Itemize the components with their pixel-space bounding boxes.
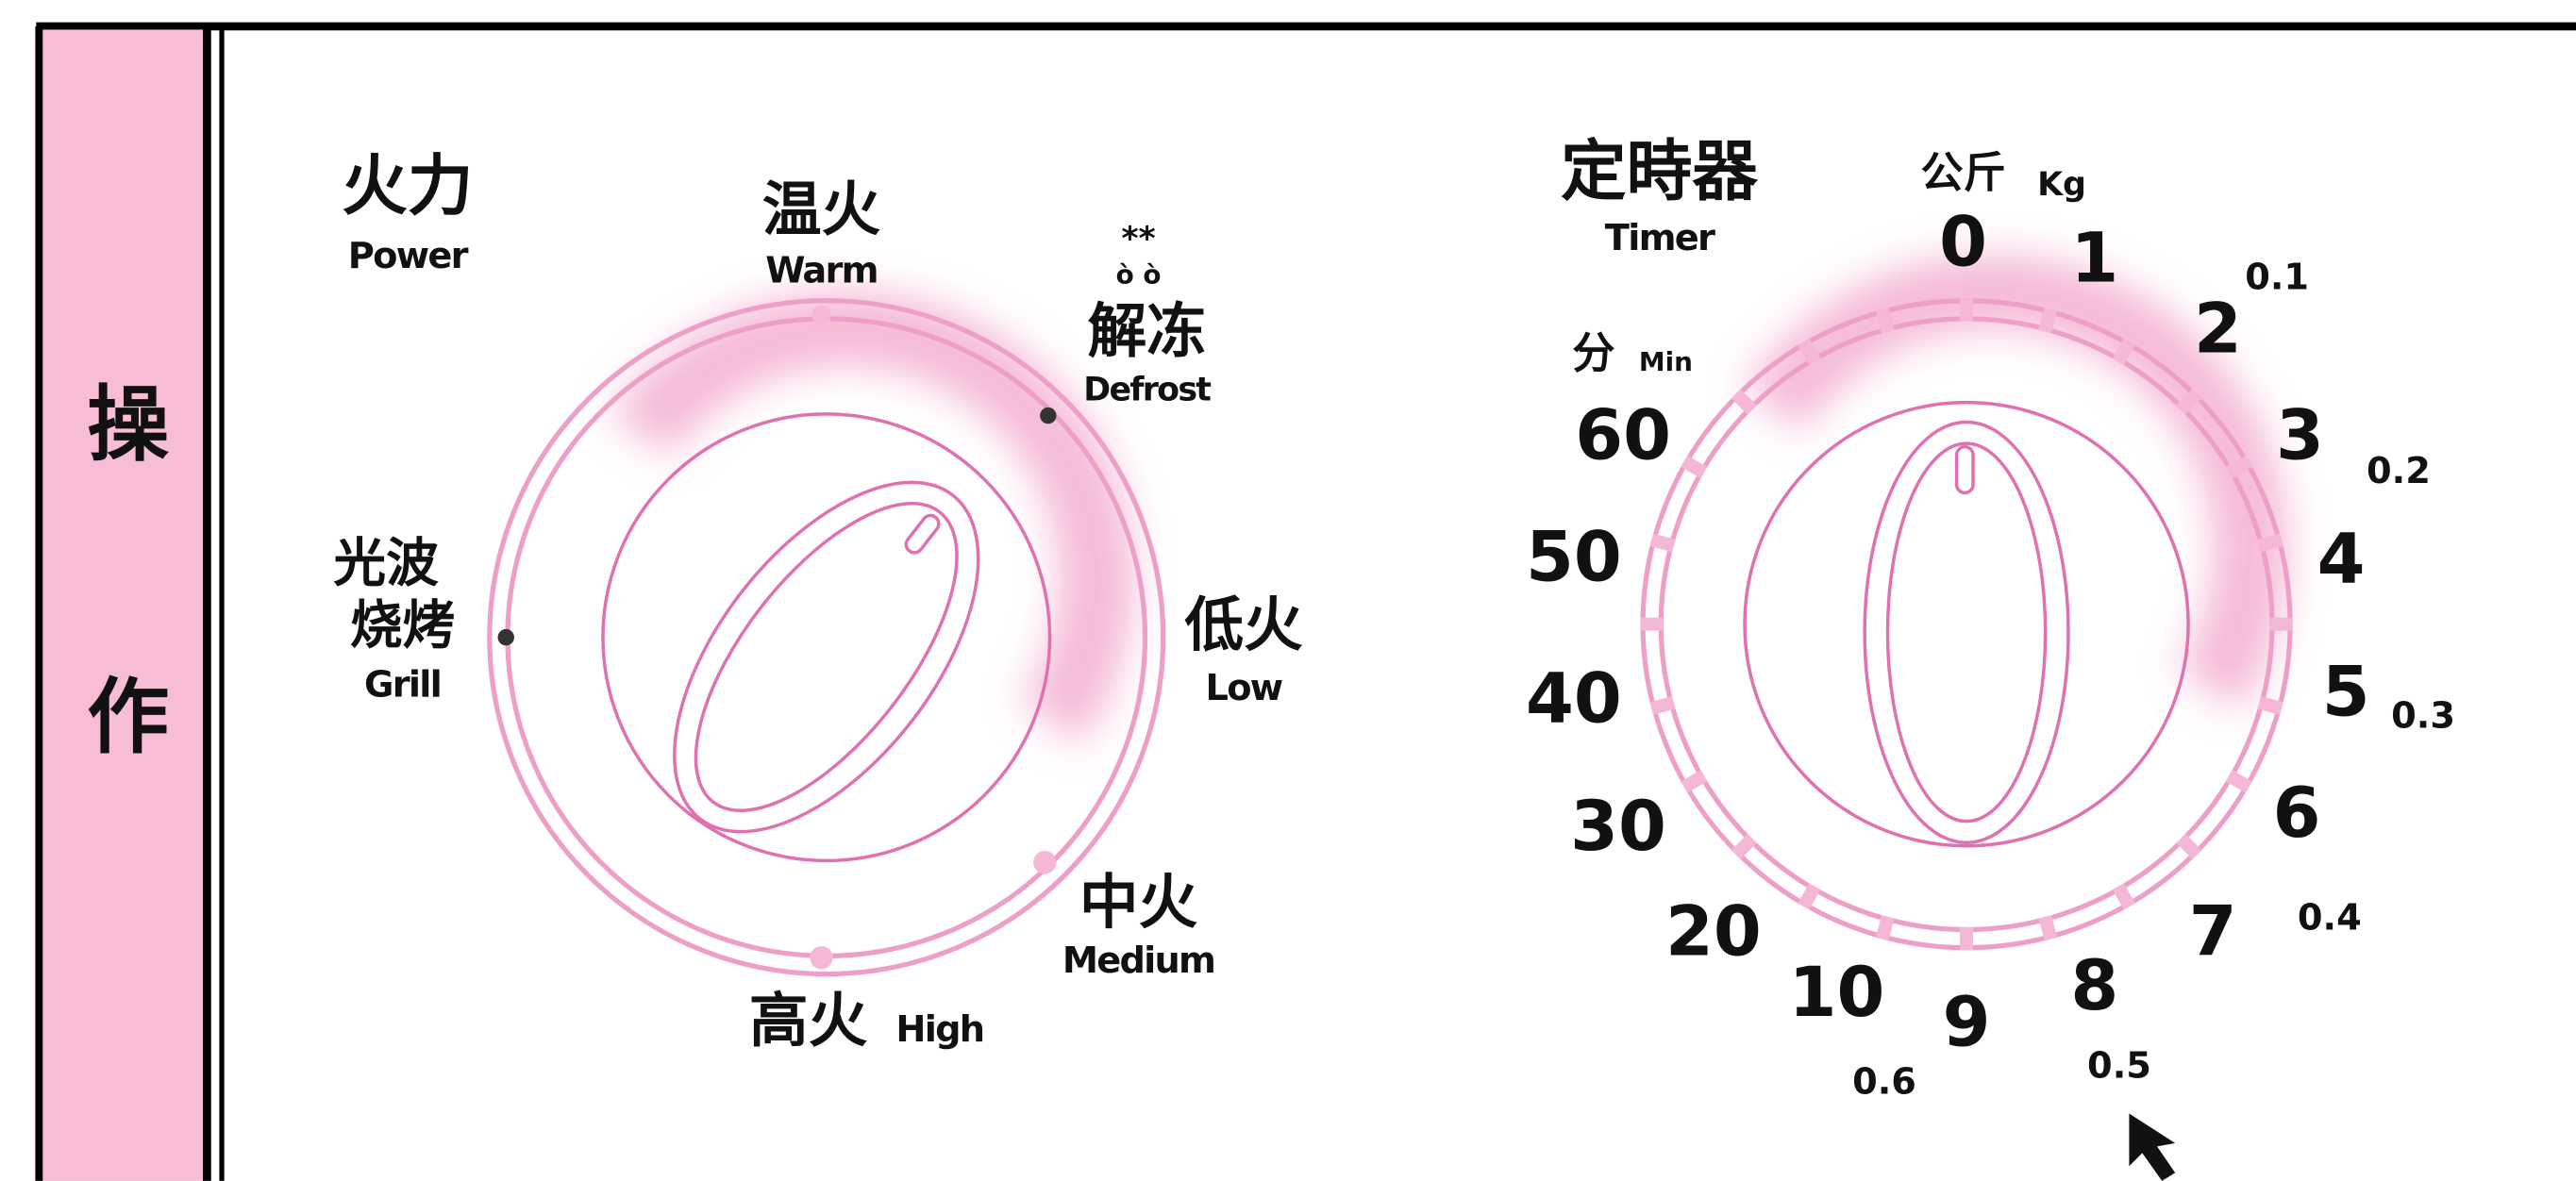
dial-tick <box>2257 696 2283 715</box>
dial-tick <box>1681 770 1708 793</box>
digit-label: 8 <box>2070 946 2118 1026</box>
setting-en: Warm <box>765 250 878 292</box>
minute-label: 30 <box>1570 787 1666 867</box>
dial-glow <box>1743 255 2288 710</box>
power-dial <box>487 291 1166 977</box>
minute-label: 60 <box>1575 396 1671 476</box>
knob <box>673 480 980 834</box>
dial-face <box>1743 400 2190 848</box>
digit-label: 1 <box>2070 219 2118 299</box>
defrost-drops: ò ò <box>1116 259 1162 291</box>
sidebar-label: 作 <box>87 669 169 765</box>
minute-label: 10 <box>1789 953 1885 1033</box>
dial-tick <box>2038 915 2058 941</box>
dial-tick <box>1960 298 1974 322</box>
dial-tick <box>1875 308 1895 334</box>
dial-tick <box>1960 926 1974 951</box>
digit-label: 3 <box>2276 396 2324 476</box>
knob <box>1885 441 2048 823</box>
dial-tick <box>2176 833 2202 859</box>
setting-en: Grill <box>364 663 441 706</box>
dial-marker <box>497 628 514 646</box>
setting-en: High <box>895 1008 983 1051</box>
digit-label: 7 <box>2189 892 2237 973</box>
dial-ring <box>487 298 1166 977</box>
defrost-icon: ** <box>1121 220 1155 258</box>
knob <box>694 502 959 812</box>
dial-tick <box>2225 455 2252 479</box>
dial-marker <box>1033 850 1057 874</box>
dial-tick <box>2269 617 2293 631</box>
timer-title: 定時器 <box>1561 133 1759 209</box>
setting-en: Low <box>1206 667 1283 709</box>
dial-tick <box>1649 696 1676 715</box>
digit-label: 4 <box>2317 519 2366 599</box>
min-unit: Min <box>1639 346 1693 377</box>
timer-subtitle: Timer <box>1605 217 1715 259</box>
power-subtitle: Power <box>348 235 469 277</box>
kg-label: 0.5 <box>2087 1044 2151 1087</box>
dial-tick <box>1731 389 1757 415</box>
digit-label: 5 <box>2322 652 2370 732</box>
dial-tick <box>1731 833 1757 859</box>
kg-label: 0.1 <box>2245 257 2309 299</box>
digit-label: 2 <box>2194 290 2242 370</box>
minute-label: 20 <box>1665 892 1762 973</box>
cursor-arrow <box>2129 1113 2176 1181</box>
sidebar-label: 操 <box>87 376 169 473</box>
dial-tick <box>1798 883 1821 910</box>
sidebar <box>42 29 204 1181</box>
setting-zh: 光波 <box>333 533 439 594</box>
kg-unit: 公斤 <box>1920 147 2005 197</box>
setting-zh: 中火 <box>1079 868 1198 937</box>
dial-tick <box>2038 308 2058 334</box>
dial-marker <box>811 305 831 325</box>
knob <box>1863 420 2070 844</box>
power-title: 火力 <box>342 148 473 225</box>
digit-label: 9 <box>1943 982 1991 1062</box>
kg-label: 0.4 <box>2298 897 2362 940</box>
kg-label: 0.2 <box>2367 450 2431 492</box>
dial-tick <box>1681 455 1708 479</box>
setting-en: Medium <box>1062 940 1214 982</box>
setting-zh: 解冻 <box>1088 296 1206 365</box>
dial-glow <box>610 291 1134 744</box>
setting-zh: 烧烤 <box>350 595 455 657</box>
dial-tick <box>1798 338 1821 365</box>
dial-marker <box>810 945 833 970</box>
dial-tick <box>1640 617 1664 631</box>
minute-label: 50 <box>1526 518 1622 598</box>
min-unit: 分 <box>1572 328 1614 378</box>
kg-label: 0.6 <box>1852 1061 1916 1104</box>
kg-unit: Kg <box>2037 166 2086 204</box>
kg-label: 0.3 <box>2391 694 2455 737</box>
digit-label: 0 <box>1939 202 1987 282</box>
dial-tick <box>2225 770 2252 793</box>
setting-zh: 低火 <box>1184 590 1303 659</box>
knob-pointer <box>904 513 941 555</box>
dial-tick <box>1875 915 1895 941</box>
timer-dial <box>1640 255 2293 951</box>
dial-tick <box>2112 338 2135 365</box>
dial-tick <box>2257 533 2283 553</box>
digit-label: 6 <box>2273 773 2321 854</box>
dial-tick <box>1649 533 1676 553</box>
minute-label: 40 <box>1526 658 1622 739</box>
dial-marker <box>1040 407 1057 424</box>
dial-face <box>601 412 1052 863</box>
setting-zh: 温火 <box>762 175 881 244</box>
knob-pointer <box>1954 444 1975 495</box>
setting-zh: 高火 <box>749 987 868 1056</box>
dial-tick <box>2112 883 2135 910</box>
dial-tick <box>2176 389 2202 415</box>
setting-en: Defrost <box>1083 371 1211 408</box>
